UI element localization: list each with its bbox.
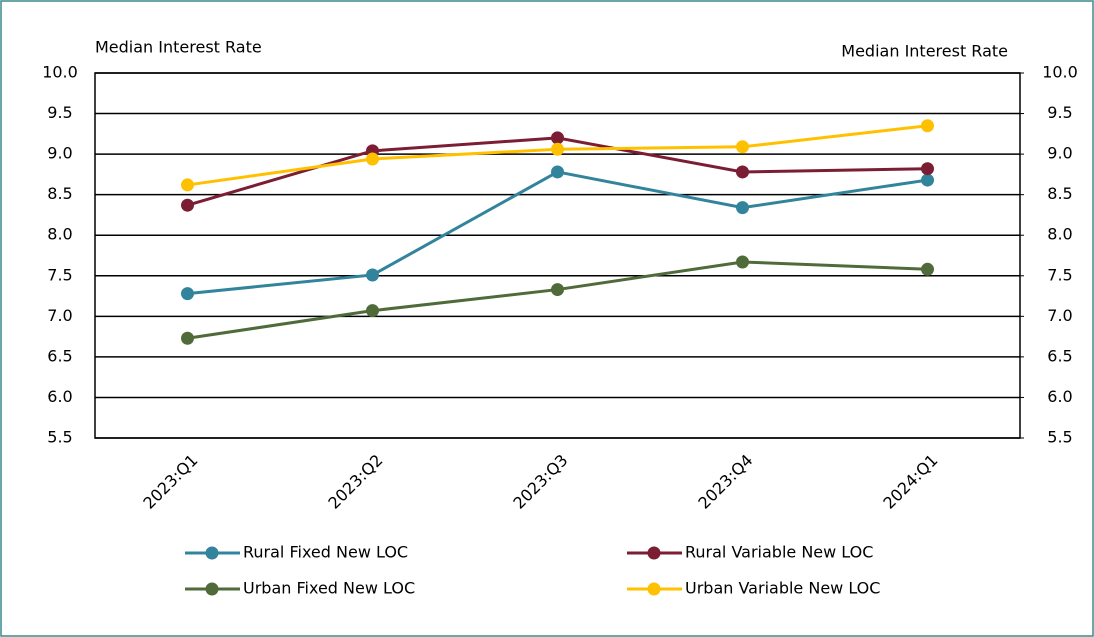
- data-point: [921, 262, 934, 276]
- legend-marker: [205, 546, 219, 560]
- legend-label: Urban Fixed New LOC: [243, 579, 415, 598]
- y2-axis-title: Median Interest Rate: [841, 42, 1008, 61]
- plot-frame: [94, 72, 1021, 439]
- legend-marker: [647, 546, 661, 560]
- y2-tick-label: 8.0: [1047, 225, 1072, 244]
- data-point: [551, 142, 564, 156]
- data-point: [736, 201, 749, 215]
- legend-marker: [647, 582, 661, 596]
- data-point: [921, 119, 934, 133]
- data-point: [551, 165, 564, 179]
- data-point: [181, 178, 194, 192]
- y-axis-title: Median Interest Rate: [95, 38, 262, 57]
- data-point: [366, 152, 379, 166]
- y2-tick-label: 6.5: [1047, 346, 1072, 365]
- y2-tick-label: 5.5: [1047, 428, 1072, 447]
- data-point: [181, 287, 194, 301]
- y-tick-label: 7.5: [47, 265, 72, 284]
- y2-tick-label: 10.0: [1042, 63, 1078, 82]
- y-tick-label: 8.5: [47, 184, 72, 203]
- y-tick-label: 5.5: [47, 428, 72, 447]
- legend-marker: [205, 582, 219, 596]
- y-tick-label: 6.0: [47, 387, 72, 406]
- y2-tick-label: 9.5: [1047, 103, 1072, 122]
- legend-label: Rural Variable New LOC: [685, 543, 873, 562]
- data-point: [551, 283, 564, 297]
- y-tick-label: 10.0: [42, 63, 78, 82]
- y-tick-label: 9.0: [47, 144, 72, 163]
- data-point: [921, 162, 934, 176]
- y2-tick-label: 7.5: [1047, 265, 1072, 284]
- y2-tick-label: 9.0: [1047, 144, 1072, 163]
- y-tick-label: 8.0: [47, 225, 72, 244]
- legend-label: Rural Fixed New LOC: [243, 543, 408, 562]
- y-tick-label: 6.5: [47, 346, 72, 365]
- data-point: [551, 131, 564, 145]
- data-point: [921, 173, 934, 187]
- data-point: [736, 140, 749, 154]
- data-point: [181, 331, 194, 345]
- y2-tick-label: 7.0: [1047, 306, 1072, 325]
- data-point: [366, 304, 379, 318]
- y-tick-label: 9.5: [47, 103, 72, 122]
- data-point: [736, 165, 749, 179]
- legend-label: Urban Variable New LOC: [685, 579, 880, 598]
- data-point: [736, 255, 749, 269]
- y2-tick-label: 8.5: [1047, 184, 1072, 203]
- y2-tick-label: 6.0: [1047, 387, 1072, 406]
- y-tick-label: 7.0: [47, 306, 72, 325]
- data-point: [366, 268, 379, 282]
- data-point: [181, 198, 194, 212]
